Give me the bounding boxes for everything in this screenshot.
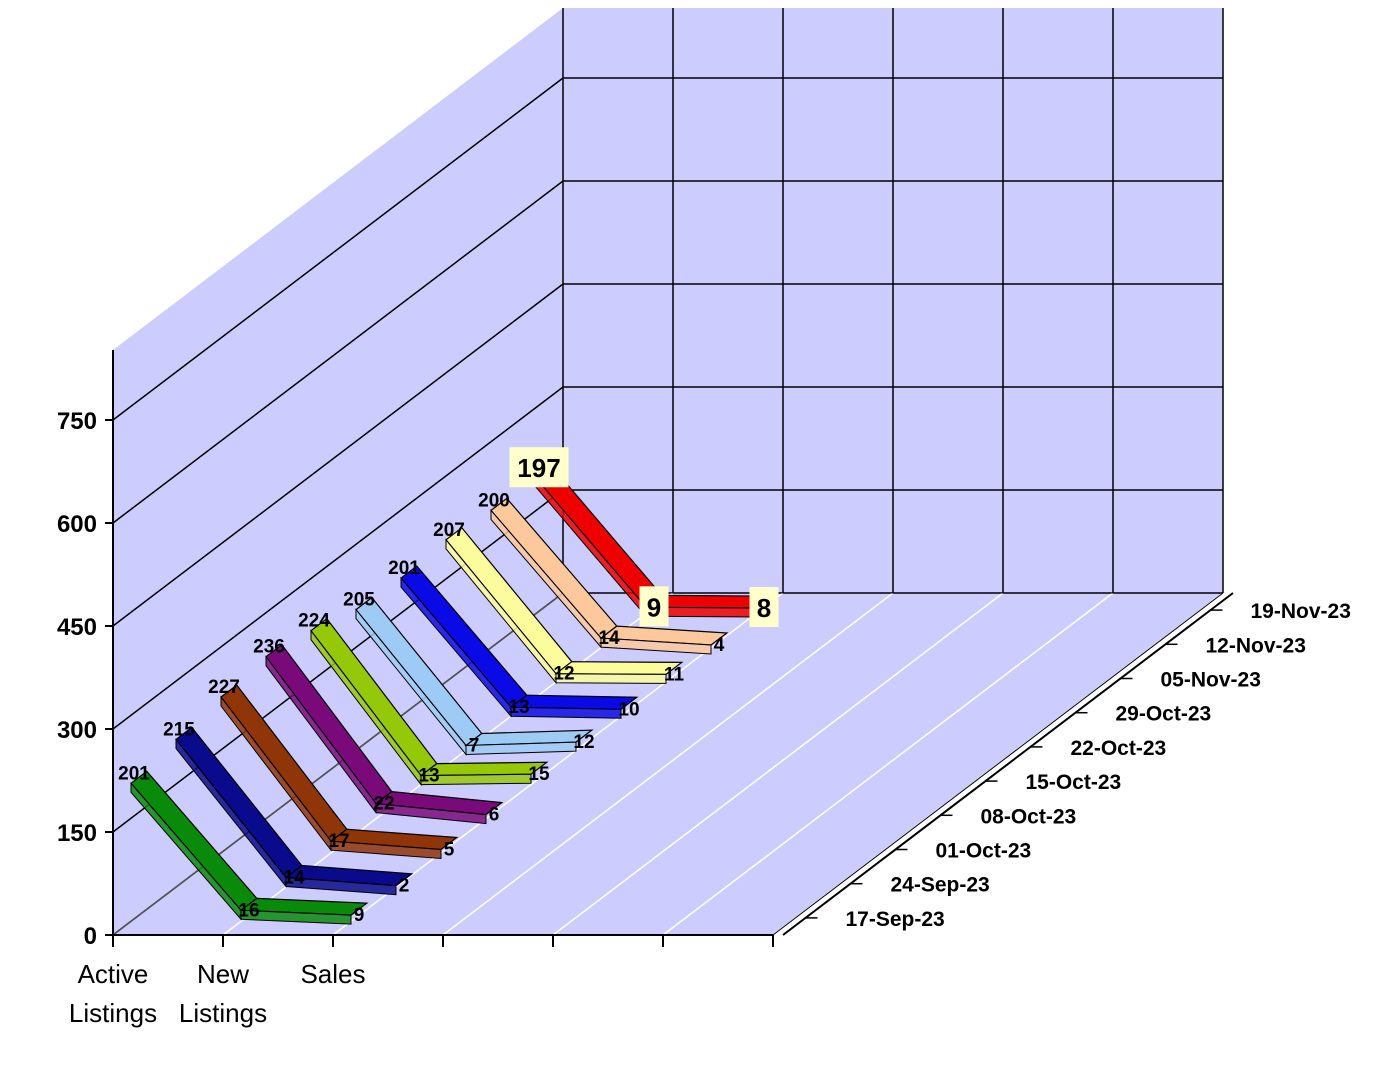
data-label: 201 [388, 558, 420, 579]
data-label: 197 [517, 453, 560, 483]
x-category-label: Sales [300, 959, 365, 989]
z-series-label: 12-Nov-23 [1206, 634, 1306, 657]
data-label: 201 [118, 763, 150, 784]
series-ribbon-05-Nov-23 [445, 526, 684, 685]
data-label: 14 [283, 868, 305, 889]
data-label-box [509, 447, 569, 488]
data-label: 8 [757, 593, 771, 623]
data-label: 205 [343, 590, 375, 611]
z-series-label: 24-Sep-23 [891, 874, 990, 897]
side-wall-grid [112, 283, 564, 627]
data-label: 5 [444, 839, 455, 860]
data-label-box [749, 587, 779, 628]
series-segment-face [285, 876, 397, 896]
data-label: 224 [298, 611, 330, 632]
z-series-label: 01-Oct-23 [936, 840, 1032, 863]
floor-grid [552, 592, 1004, 936]
y-tick-label: 600 [57, 511, 97, 538]
data-label: 16 [238, 900, 259, 921]
z-series-label: 19-Nov-23 [1251, 600, 1351, 623]
data-label: 11 [664, 664, 685, 685]
data-label: 12 [573, 732, 594, 753]
data-label: 215 [163, 719, 195, 740]
x-category-label: Listings [69, 998, 157, 1028]
series-ribbon-01-Oct-23 [220, 684, 459, 860]
chart-data-labels: 201 16 9 215 14 2 227 17 5 236 22 6 224 13 15 205 7 12 201… [118, 447, 779, 926]
data-label: 7 [469, 736, 480, 757]
side-wall-grid [112, 180, 564, 524]
z-series-label: 08-Oct-23 [981, 805, 1077, 828]
series-segment-face [330, 840, 442, 860]
floor-grid [442, 592, 894, 936]
x-category-label: Listings [179, 998, 267, 1028]
series-segment-face [465, 741, 577, 756]
data-label: 4 [714, 635, 725, 656]
data-label: 207 [433, 520, 465, 541]
y-tick-label: 450 [57, 614, 97, 641]
data-label: 12 [553, 664, 574, 685]
series-segment-face [555, 673, 667, 684]
series-segment-face [375, 803, 487, 825]
floor-right-edge [772, 592, 1224, 936]
series-ribbon-15-Oct-23 [310, 617, 549, 787]
data-label: 227 [208, 677, 240, 698]
z-axis-line [782, 592, 1234, 936]
side-wall-grid [112, 386, 564, 730]
z-series-label: 17-Sep-23 [846, 908, 945, 931]
chart-axes: 0 150 300 450 600 750 Active Listings New Listing… [57, 350, 1351, 1028]
floor-grid [662, 592, 1114, 936]
data-label: 14 [598, 628, 620, 649]
chart-series-group [130, 465, 774, 925]
series-segment-face [240, 909, 352, 925]
z-series-label: 05-Nov-23 [1161, 669, 1261, 692]
data-label: 17 [328, 831, 349, 852]
data-label: 200 [478, 490, 510, 511]
series-segment-face [420, 773, 532, 786]
series-segment [554, 661, 684, 676]
z-series-label: 22-Oct-23 [1071, 737, 1167, 760]
side-wall-grid [112, 77, 564, 421]
data-label: 13 [418, 766, 439, 787]
y-tick-label: 150 [57, 820, 97, 847]
data-label: 22 [373, 794, 394, 815]
series-ribbon-29-Oct-23 [400, 565, 639, 719]
data-label: 9 [647, 592, 661, 622]
data-label: 6 [489, 805, 500, 826]
data-label: 15 [528, 764, 550, 785]
x-category-label: New [197, 959, 249, 989]
data-label: 236 [253, 637, 285, 658]
series-ribbon-12-Nov-23 [490, 497, 729, 655]
data-label: 10 [618, 699, 639, 720]
y-tick-label: 750 [57, 408, 97, 435]
series-ribbon-24-Sep-23 [175, 726, 414, 896]
x-category-label: Active [78, 959, 149, 989]
data-label: 13 [508, 697, 529, 718]
z-series-label: 29-Oct-23 [1116, 703, 1212, 726]
series-ribbon-17-Sep-23 [130, 770, 369, 925]
y-tick-label: 0 [84, 923, 97, 950]
series-ribbon-08-Oct-23 [265, 643, 504, 825]
y-tick-label: 300 [57, 717, 97, 744]
series-ribbon-22-Oct-23 [355, 596, 594, 756]
series-segment-face [510, 706, 622, 719]
z-series-label: 15-Oct-23 [1026, 771, 1122, 794]
chart-walls [113, 8, 1223, 935]
data-label: 9 [354, 905, 365, 926]
series-segment-face [600, 637, 712, 655]
data-label: 2 [399, 876, 410, 897]
data-label-box [639, 586, 669, 627]
